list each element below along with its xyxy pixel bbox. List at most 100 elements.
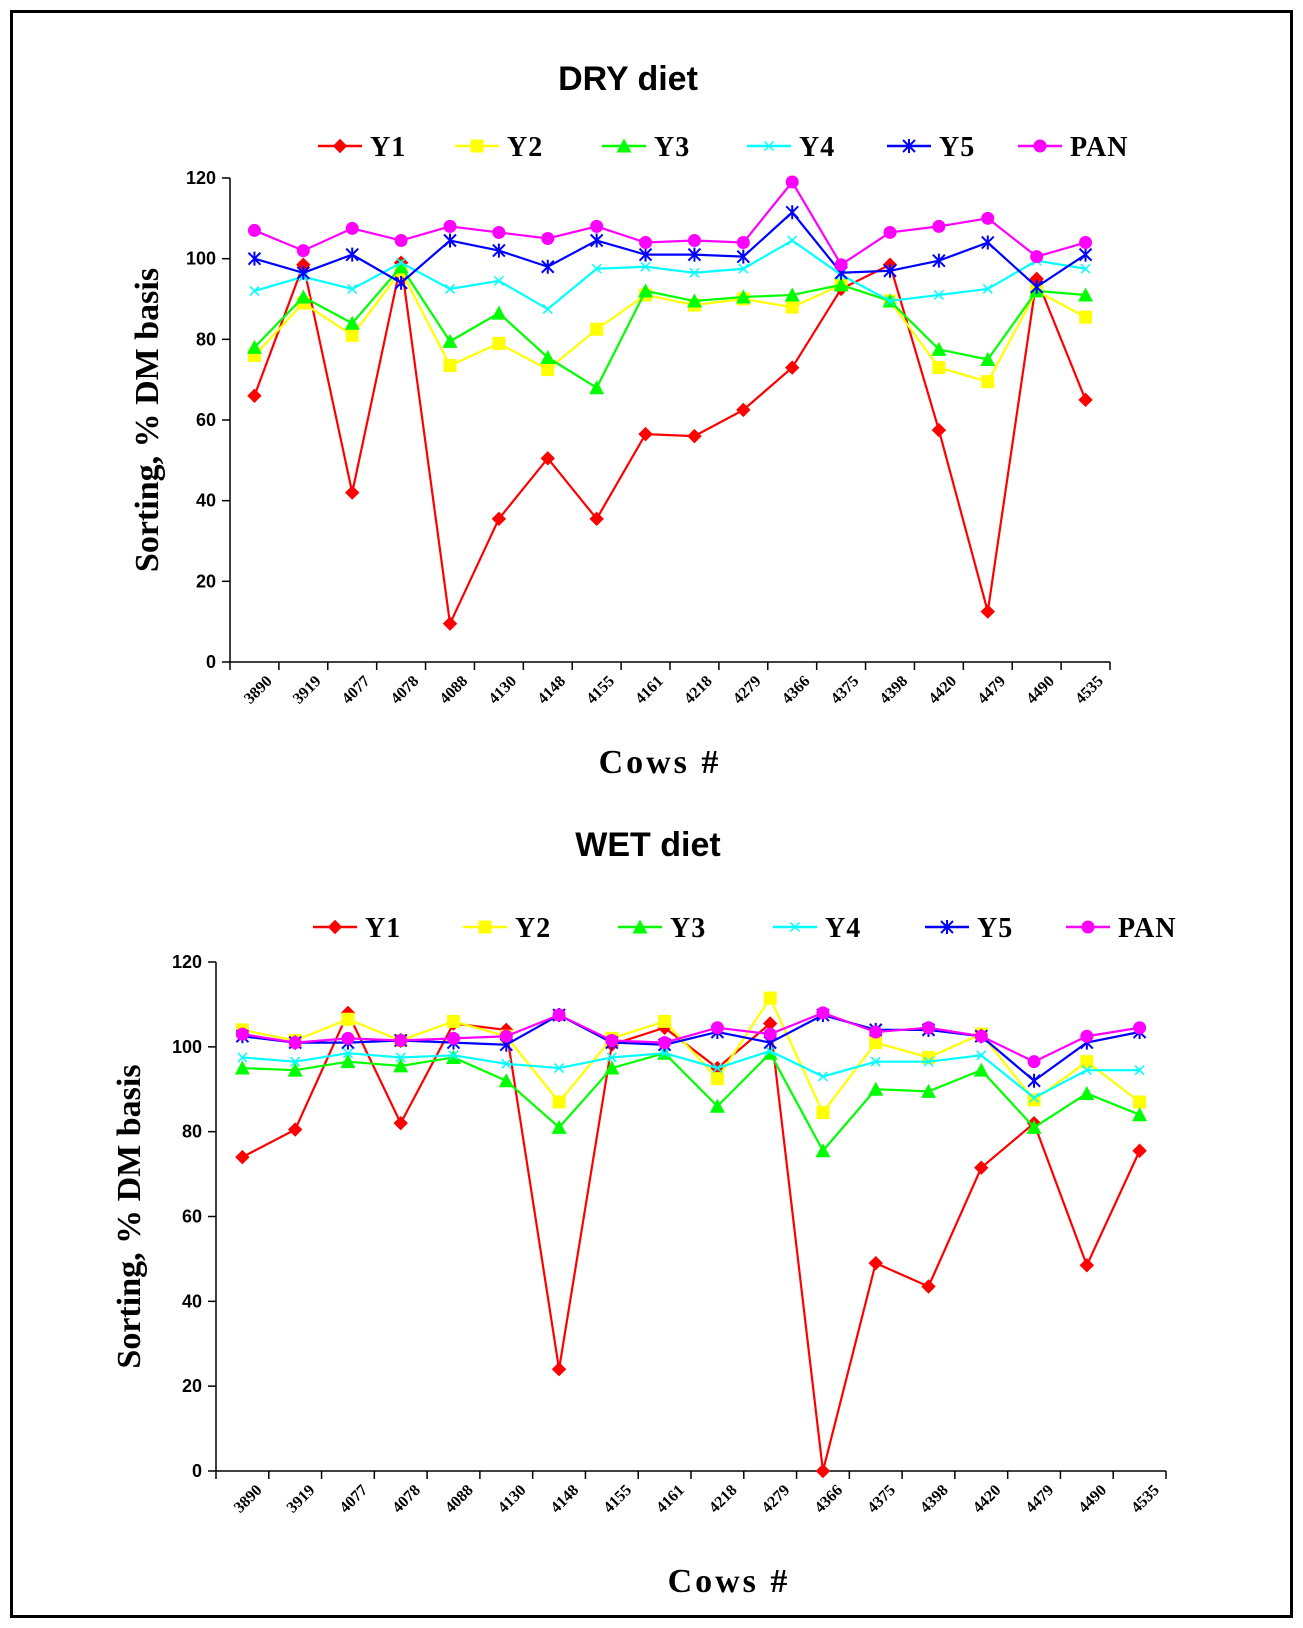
dry-legend-label-y2: Y2	[507, 132, 543, 163]
dry-point-y4	[542, 304, 553, 315]
dry-point-y1	[540, 451, 555, 466]
dry-legend-marker-y4	[763, 140, 775, 152]
dry-point-y3	[540, 349, 556, 364]
dry-point-pan	[541, 232, 555, 245]
dry-series-pan	[247, 175, 1093, 272]
wet-point-pan	[974, 1029, 988, 1043]
dry-point-y1	[736, 402, 751, 418]
wet-point-y3	[1132, 1107, 1148, 1122]
dry-series-line-y2	[253, 268, 1087, 383]
wet-legend-label-y1: Y1	[365, 913, 401, 944]
wet-legend-marker-y2	[478, 920, 492, 934]
wet-point-y4	[448, 1050, 459, 1061]
wet-point-y4	[237, 1052, 248, 1063]
wet-point-y2	[341, 1012, 355, 1026]
dry-legend-item-y1: Y1	[318, 132, 405, 163]
wet-x-tick-label: 4366	[812, 1482, 847, 1517]
wet-point-y1	[1132, 1143, 1147, 1158]
dry-point-y5	[247, 251, 262, 266]
wet-legend-item-y4: Y4	[773, 913, 860, 944]
wet-point-y3	[234, 1060, 250, 1075]
dry-point-y5	[1078, 247, 1093, 262]
wet-x-tick-label: 4088	[442, 1482, 477, 1517]
wet-point-y3	[340, 1054, 356, 1069]
dry-point-y1	[931, 422, 947, 438]
wet-point-y2	[658, 1014, 672, 1028]
dry-point-y5	[394, 275, 408, 290]
dry-point-y4	[738, 263, 749, 274]
wet-legend-item-y1: Y1	[313, 913, 401, 944]
dry-point-y5	[589, 233, 604, 248]
dry-point-y2	[345, 328, 359, 342]
dry-x-tick-label: 4279	[730, 673, 765, 708]
dry-point-y4	[249, 285, 260, 296]
wet-point-y3	[815, 1143, 831, 1158]
wet-point-y1	[921, 1279, 936, 1294]
dry-legend-marker-y3	[616, 138, 632, 153]
dry-point-y3	[246, 339, 262, 354]
wet-x-tick-label: 4398	[917, 1482, 952, 1517]
dry-x-tick-label: 4490	[1023, 673, 1058, 708]
wet-legend-item-pan: PAN	[1066, 913, 1175, 944]
dry-x-tick-label: 4366	[779, 673, 814, 708]
dry-point-y3	[980, 352, 996, 366]
dry-point-pan	[932, 219, 946, 233]
dry-series-line-y3	[253, 264, 1086, 390]
dry-point-y1	[345, 485, 360, 500]
dry-point-y1	[980, 604, 995, 619]
dry-point-y3	[442, 333, 458, 348]
dry-point-y3	[931, 341, 947, 356]
dry-y-axis-label: Sorting, % DM basis	[129, 268, 166, 572]
wet-point-pan	[394, 1033, 408, 1047]
wet-point-y4	[1029, 1092, 1040, 1103]
wet-point-y4	[712, 1063, 723, 1074]
dry-series-y3	[246, 259, 1094, 395]
dry-x-tick-label: 4375	[828, 673, 863, 708]
dry-point-pan	[687, 234, 701, 248]
wet-point-pan	[763, 1027, 777, 1041]
dry-legend-marker-y1	[332, 138, 348, 154]
dry-point-y3	[393, 259, 409, 274]
dry-point-y1	[1078, 392, 1093, 408]
dry-point-y3	[638, 283, 654, 298]
dry-series-y1	[247, 255, 1093, 631]
wet-point-y4	[976, 1050, 987, 1061]
wet-point-y3	[393, 1058, 409, 1073]
dry-point-pan	[834, 258, 848, 272]
wet-point-y3	[1026, 1119, 1042, 1134]
dry-point-y4	[689, 267, 700, 278]
wet-point-pan	[499, 1029, 513, 1043]
wet-point-y4	[817, 1071, 828, 1082]
wet-series-pan	[235, 1006, 1147, 1069]
wet-x-tick-label: 3919	[284, 1482, 319, 1517]
wet-point-y1	[287, 1122, 303, 1137]
wet-point-y1	[551, 1361, 567, 1377]
wet-legend-label-y3: Y3	[670, 913, 706, 944]
dry-point-pan	[296, 244, 310, 258]
wet-point-y4	[923, 1056, 934, 1067]
wet-y-tick-label: 40	[182, 1291, 202, 1311]
dry-point-y4	[787, 235, 798, 246]
dry-point-y1	[687, 428, 702, 444]
wet-point-y1	[868, 1255, 883, 1271]
dry-point-y2	[590, 322, 604, 336]
dry-y-tick-label: 80	[196, 329, 216, 349]
dry-point-y3	[344, 315, 360, 330]
dry-point-y5	[443, 233, 457, 248]
dry-point-y4	[591, 263, 602, 274]
dry-point-y2	[1079, 310, 1093, 324]
dry-point-y1	[589, 511, 604, 527]
wet-legend-label-y2: Y2	[515, 913, 551, 944]
dry-x-tick-label: 4130	[486, 673, 521, 708]
wet-point-y4	[554, 1063, 565, 1074]
dry-point-y3	[1078, 287, 1094, 302]
dry-x-tick-label: 4148	[534, 673, 569, 708]
wet-legend-marker-y5	[940, 920, 954, 934]
dry-series-y4	[249, 235, 1091, 315]
dry-series-line-y1	[253, 260, 1087, 628]
wet-legend-marker-pan	[1081, 920, 1095, 934]
dry-point-y5	[883, 263, 897, 278]
wet-legend-item-y2: Y2	[463, 913, 551, 944]
wet-y-tick-label: 80	[182, 1122, 202, 1142]
